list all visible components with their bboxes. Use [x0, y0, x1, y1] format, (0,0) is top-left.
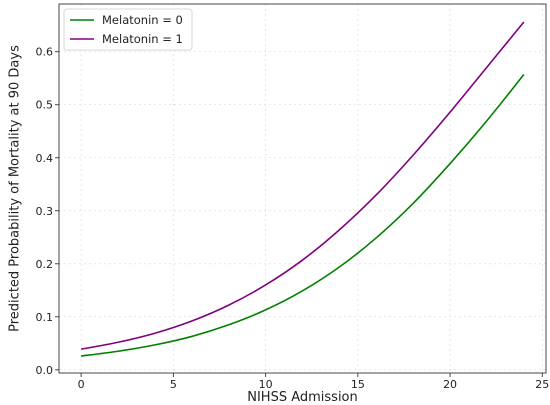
x-tick-label: 15	[351, 378, 365, 391]
y-tick-label: 0.1	[36, 311, 54, 324]
x-tick-label: 0	[78, 378, 85, 391]
y-tick-label: 0.3	[36, 205, 54, 218]
y-axis-ticks: 0.0 0.1 0.2 0.3 0.4 0.5 0.6	[36, 46, 59, 377]
y-tick-label: 0.2	[36, 258, 54, 271]
y-tick-label: 0.0	[36, 364, 54, 377]
legend-label-melatonin-1: Melatonin = 1	[102, 32, 183, 46]
series-layer	[80, 21, 525, 357]
y-axis-label: Predicted Probability of Mortality at 90…	[8, 45, 23, 332]
x-tick-label: 25	[535, 378, 549, 391]
plot-frame	[58, 3, 547, 374]
x-axis-label: NIHSS Admission	[247, 390, 358, 405]
y-tick-label: 0.4	[36, 152, 54, 165]
y-tick-label: 0.5	[36, 99, 54, 112]
series-line-melatonin-1	[80, 21, 525, 350]
x-tick-label: 20	[443, 378, 457, 391]
legend: Melatonin = 0 Melatonin = 1	[63, 8, 193, 51]
legend-label-melatonin-0: Melatonin = 0	[102, 13, 183, 27]
x-tick-label: 10	[259, 378, 273, 391]
legend-box	[63, 8, 193, 51]
x-tick-label: 5	[170, 378, 177, 391]
x-axis-ticks: 0 5 10 15 20 25	[78, 373, 549, 391]
grid	[59, 4, 546, 373]
y-tick-label: 0.6	[36, 46, 54, 59]
series-line-melatonin-0	[81, 74, 525, 357]
